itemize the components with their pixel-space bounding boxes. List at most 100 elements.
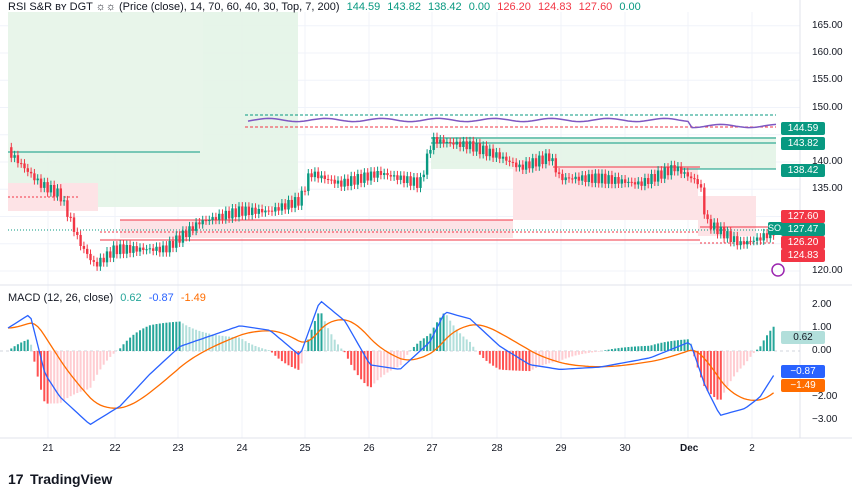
macd-histogram-bar — [248, 343, 250, 351]
macd-histogram-bar — [492, 351, 494, 366]
candle — [485, 146, 487, 156]
candle — [522, 165, 524, 170]
macd-histogram-bar — [189, 327, 191, 351]
candle — [693, 178, 695, 179]
macd-histogram-bar — [215, 335, 217, 351]
candle — [591, 174, 593, 183]
candle — [479, 143, 481, 154]
candle — [459, 142, 461, 147]
macd-histogram-bar — [103, 351, 105, 365]
macd-histogram-bar — [558, 351, 560, 361]
macd-histogram-bar — [499, 351, 501, 369]
macd-histogram-bar — [548, 351, 550, 363]
candle — [112, 245, 114, 257]
candle — [733, 236, 735, 242]
candle — [251, 208, 253, 215]
candle — [254, 208, 256, 214]
candle — [548, 153, 550, 161]
candle — [347, 179, 349, 186]
macd-histogram-bar — [740, 351, 742, 369]
macd-histogram-bar — [43, 351, 45, 401]
candle — [228, 211, 230, 219]
macd-histogram-bar — [684, 340, 686, 351]
macd-histogram-bar — [20, 342, 22, 351]
price-tag: 127.47 — [781, 223, 825, 236]
candle — [555, 158, 557, 172]
candle — [320, 176, 322, 179]
macd-histogram-bar — [354, 351, 356, 370]
candle — [149, 248, 151, 249]
candle — [753, 241, 755, 242]
macd-histogram-bar — [311, 330, 313, 351]
macd-histogram-bar — [647, 346, 649, 351]
reversal-icon — [772, 264, 784, 276]
candle — [624, 179, 626, 183]
rsi-value: 143.82 — [387, 1, 421, 13]
candle — [687, 172, 689, 176]
candle — [126, 245, 128, 254]
candle — [396, 175, 398, 180]
candle — [46, 182, 48, 192]
macd-histogram-bar — [677, 340, 679, 351]
candle — [720, 227, 722, 235]
macd-histogram-bar — [713, 351, 715, 397]
macd-histogram-bar — [750, 351, 752, 357]
rsi-value: 0.00 — [469, 1, 490, 13]
candle — [654, 174, 656, 182]
candle — [215, 217, 217, 220]
macd-histogram-bar — [330, 334, 332, 351]
candle — [274, 207, 276, 211]
macd-histogram-bar — [621, 348, 623, 351]
candle — [475, 143, 477, 151]
candle — [390, 175, 392, 176]
candle — [690, 176, 692, 178]
candle — [617, 177, 619, 184]
macd-histogram-bar — [169, 322, 171, 351]
macd-histogram-bar — [172, 322, 174, 351]
candle — [545, 153, 547, 164]
macd-histogram-bar — [205, 333, 207, 351]
candle — [353, 176, 355, 185]
macd-histogram-bar — [598, 351, 600, 352]
candle — [238, 206, 240, 217]
candle — [258, 209, 260, 214]
candle — [650, 174, 652, 184]
candle — [667, 168, 669, 176]
macd-histogram-bar — [132, 335, 134, 351]
macd-tick-label: 2.00 — [812, 299, 831, 310]
candle — [241, 206, 243, 215]
rsi-legend-title: RSI S&R ʙʏ DGT ☼☼ (Price (close), 14, 70… — [8, 1, 340, 13]
macd-histogram-bar — [651, 345, 653, 351]
macd-histogram-bar — [152, 325, 154, 351]
macd-histogram-bar — [274, 351, 276, 356]
candle — [330, 180, 332, 181]
candle — [43, 182, 45, 188]
macd-histogram-bar — [608, 350, 610, 351]
candle — [673, 165, 675, 171]
candle — [297, 197, 299, 206]
candle — [627, 182, 629, 183]
candle — [739, 241, 741, 245]
macd-histogram-bar — [24, 341, 26, 351]
macd-histogram-bar — [641, 346, 643, 351]
macd-histogram-bar — [723, 351, 725, 393]
macd-histogram-bar — [123, 344, 125, 351]
macd-histogram-bar — [344, 351, 346, 352]
macd-histogram-bar — [433, 328, 435, 351]
time-tick-label: Dec — [680, 443, 696, 454]
candle — [525, 161, 527, 169]
candle — [363, 173, 365, 183]
candle — [611, 175, 613, 184]
candle — [360, 174, 362, 183]
candle — [192, 226, 194, 231]
candle — [301, 191, 303, 206]
macd-histogram-bar — [393, 351, 395, 369]
candle — [489, 149, 491, 156]
macd-histogram-bar — [139, 330, 141, 351]
macd-histogram-bar — [667, 342, 669, 351]
candle — [472, 141, 474, 151]
macd-histogram-bar — [96, 351, 98, 375]
macd-histogram-bar — [278, 351, 280, 359]
price-tag: 143.82 — [781, 137, 825, 150]
